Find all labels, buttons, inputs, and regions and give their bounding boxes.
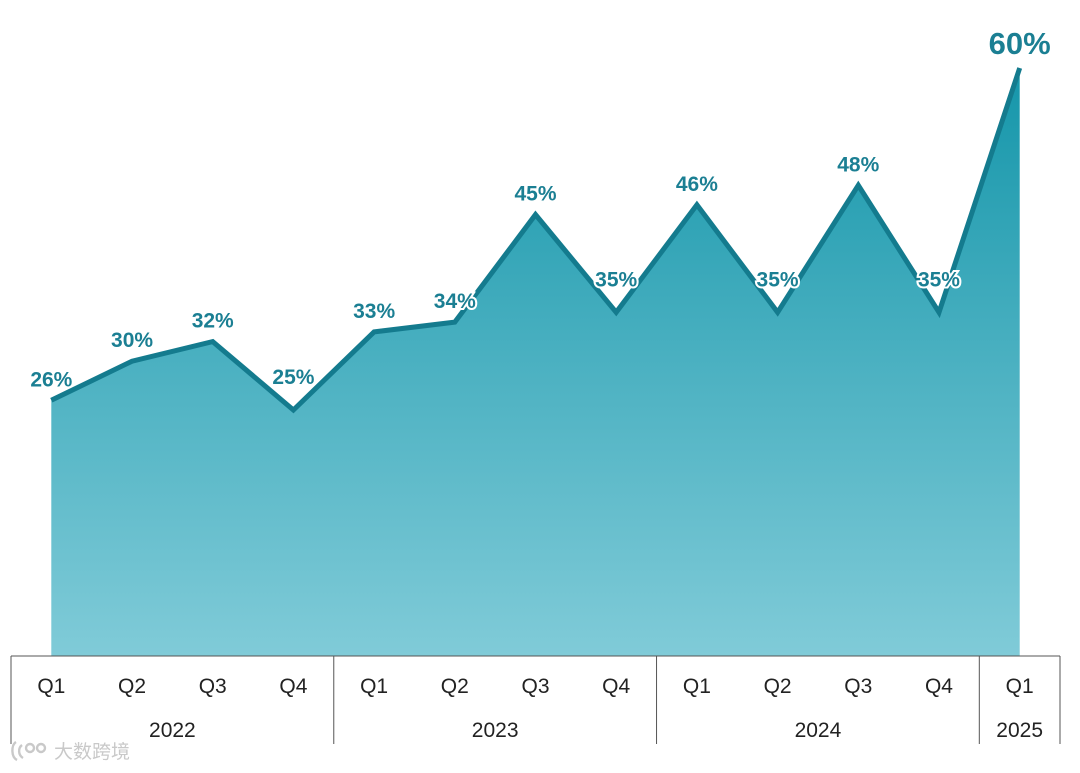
data-label: 25% (272, 366, 314, 389)
data-label: 46% (676, 173, 718, 196)
x-axis: Q1 Q2 Q3 Q4 Q1 Q2 Q3 Q4 Q1 Q2 Q3 Q4 Q1 2022 2023 2024 20… (10, 655, 1061, 744)
x-tick-label: Q2 (764, 675, 792, 698)
data-label: 48% (837, 153, 879, 176)
data-label: 45% (514, 183, 556, 206)
x-tick-label: Q1 (1006, 675, 1034, 698)
watermark-text: 大数跨境 (54, 741, 131, 763)
data-label: 35% (757, 268, 799, 291)
data-label: 30% (111, 329, 153, 352)
data-label: 33% (353, 300, 395, 323)
x-group-label: 2022 (149, 719, 196, 742)
area-fill (51, 68, 1020, 656)
x-tick-label: Q1 (683, 675, 711, 698)
x-tick-label: Q1 (37, 675, 65, 698)
x-group-label: 2023 (472, 719, 519, 742)
data-label: 35% (595, 268, 637, 291)
x-tick-label: Q2 (441, 675, 469, 698)
x-tick-label: Q4 (602, 675, 630, 698)
data-label: 34% (434, 290, 476, 313)
series-line (50, 67, 1023, 414)
data-label: 32% (192, 310, 234, 333)
data-label: 35% (918, 268, 960, 291)
data-label: 60% (989, 26, 1051, 61)
x-group-label: 2025 (996, 719, 1043, 742)
brand-logo-icon (11, 740, 47, 761)
x-group-label: 2024 (795, 719, 842, 742)
x-tick-label: Q4 (279, 675, 307, 698)
watermark: 大数跨境 (8, 737, 130, 764)
data-labels: 26% 30% 32% 25% 33% 34% 45% 35% 46% 35% 48% 35% 60% (28, 24, 1052, 393)
data-label: 26% (30, 368, 72, 391)
x-tick-label: Q1 (360, 675, 388, 698)
x-tick-label: Q4 (925, 675, 953, 698)
x-tick-label: Q3 (844, 675, 872, 698)
x-tick-label: Q3 (521, 675, 549, 698)
x-tick-label: Q3 (199, 675, 227, 698)
x-tick-label: Q2 (118, 675, 146, 698)
